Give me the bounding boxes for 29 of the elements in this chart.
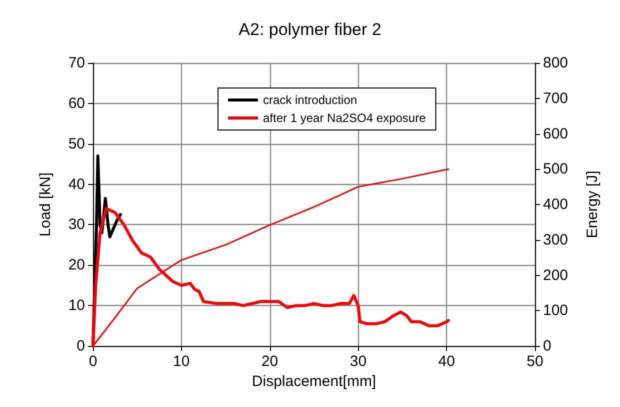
x-tick-label: 50 (526, 353, 544, 370)
y2-tick-label: 800 (543, 54, 568, 72)
legend-label: crack introduction (263, 93, 358, 107)
y2-tick-label: 0 (543, 338, 552, 354)
x-tick-label: 40 (438, 353, 455, 370)
x-tick-label: 10 (173, 353, 190, 370)
y2-tick-label: 500 (543, 160, 568, 178)
y-tick-label: 60 (68, 94, 85, 112)
legend-label: after 1 year Na2SO4 exposure (263, 111, 426, 125)
y2-axis-title: Energy [J] (584, 170, 601, 238)
x-tick-label: 0 (88, 353, 98, 370)
y2-tick-label: 200 (543, 266, 568, 284)
y-tick-label: 0 (76, 338, 85, 354)
y-tick-label: 10 (68, 297, 85, 314)
y-axis-title: Load [kN] (37, 172, 54, 237)
y2-tick-label: 400 (543, 196, 568, 213)
y-tick-label: 30 (68, 216, 85, 234)
x-tick-label: 20 (261, 353, 278, 370)
x-axis-title: Displacement[mm] (252, 372, 376, 390)
x-tick-label: 30 (350, 353, 367, 370)
y-tick-label: 20 (68, 256, 85, 274)
chart-title: A2: polymer fiber 2 (238, 20, 382, 39)
y2-tick-label: 300 (543, 231, 568, 248)
y2-tick-label: 700 (543, 90, 568, 107)
y2-tick-label: 100 (543, 302, 568, 320)
y-tick-label: 50 (68, 135, 85, 152)
y-tick-label: 70 (68, 54, 85, 72)
y-tick-label: 40 (68, 176, 85, 193)
y2-tick-label: 600 (543, 125, 568, 142)
